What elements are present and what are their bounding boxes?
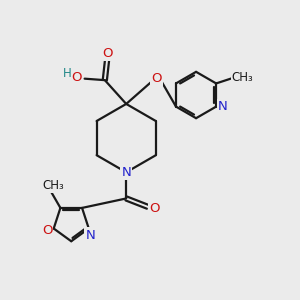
Text: O: O xyxy=(149,202,159,215)
Text: O: O xyxy=(103,47,113,60)
Text: H: H xyxy=(62,67,71,80)
Text: O: O xyxy=(71,71,82,84)
Text: N: N xyxy=(218,100,228,113)
Text: O: O xyxy=(42,224,52,236)
Text: CH₃: CH₃ xyxy=(42,179,64,192)
Text: N: N xyxy=(85,229,95,242)
Text: CH₃: CH₃ xyxy=(231,71,253,84)
Text: N: N xyxy=(121,166,131,179)
Text: O: O xyxy=(151,73,162,85)
